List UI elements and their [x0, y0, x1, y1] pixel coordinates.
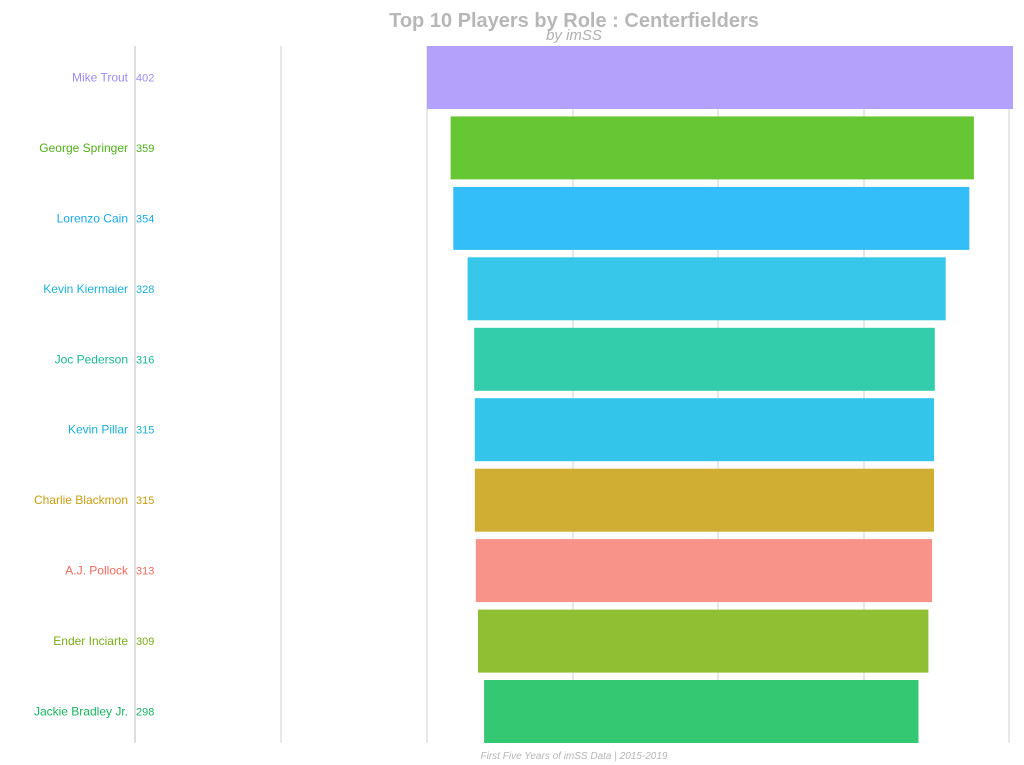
bar-ender-inciarte: [478, 609, 929, 673]
value-label: 298: [136, 707, 154, 719]
bar-jackie-bradley-jr: [484, 680, 919, 743]
player-name-label: George Springer: [39, 141, 128, 155]
bar-a-j-pollock: [475, 539, 933, 603]
value-label: 309: [136, 636, 154, 648]
player-name-label: Kevin Pillar: [68, 423, 128, 437]
value-label: 316: [136, 354, 154, 366]
player-name-label: Lorenzo Cain: [57, 211, 128, 225]
bar-kevin-pillar: [474, 398, 934, 462]
player-name-label: Joc Pederson: [55, 352, 128, 366]
value-label: 359: [136, 143, 154, 155]
player-name-label: Jackie Bradley Jr.: [34, 705, 128, 719]
value-label: 315: [136, 495, 154, 507]
chart-subtitle: by imSS: [546, 27, 602, 44]
player-name-label: Kevin Kiermaier: [43, 282, 128, 296]
value-label: 402: [136, 73, 154, 85]
bar-mike-trout: [427, 46, 1013, 109]
bars: [427, 46, 1013, 743]
player-name-labels: Mike Trout George Springer Lorenzo Cain Kev…: [34, 71, 129, 719]
value-label: 313: [136, 566, 154, 578]
player-name-label: Mike Trout: [72, 71, 129, 85]
bar-kevin-kiermaier: [467, 257, 946, 321]
value-label: 315: [136, 425, 154, 437]
bar-lorenzo-cain: [453, 186, 970, 250]
player-name-label: Ender Inciarte: [53, 634, 128, 648]
player-name-label: Charlie Blackmon: [34, 493, 128, 507]
value-label: 354: [136, 213, 154, 225]
player-name-label: A.J. Pollock: [65, 564, 129, 578]
bar-george-springer: [450, 116, 974, 180]
bar-charlie-blackmon: [474, 468, 934, 532]
chart-caption: First Five Years of imSS Data | 2015-201…: [481, 751, 668, 762]
value-labels: 402 359 354 328 316 315 315 313 309 298: [136, 73, 154, 719]
value-label: 328: [136, 284, 154, 296]
chart-title: Top 10 Players by Role : Centerfielders: [389, 10, 759, 32]
bar-joc-pederson: [474, 327, 935, 391]
